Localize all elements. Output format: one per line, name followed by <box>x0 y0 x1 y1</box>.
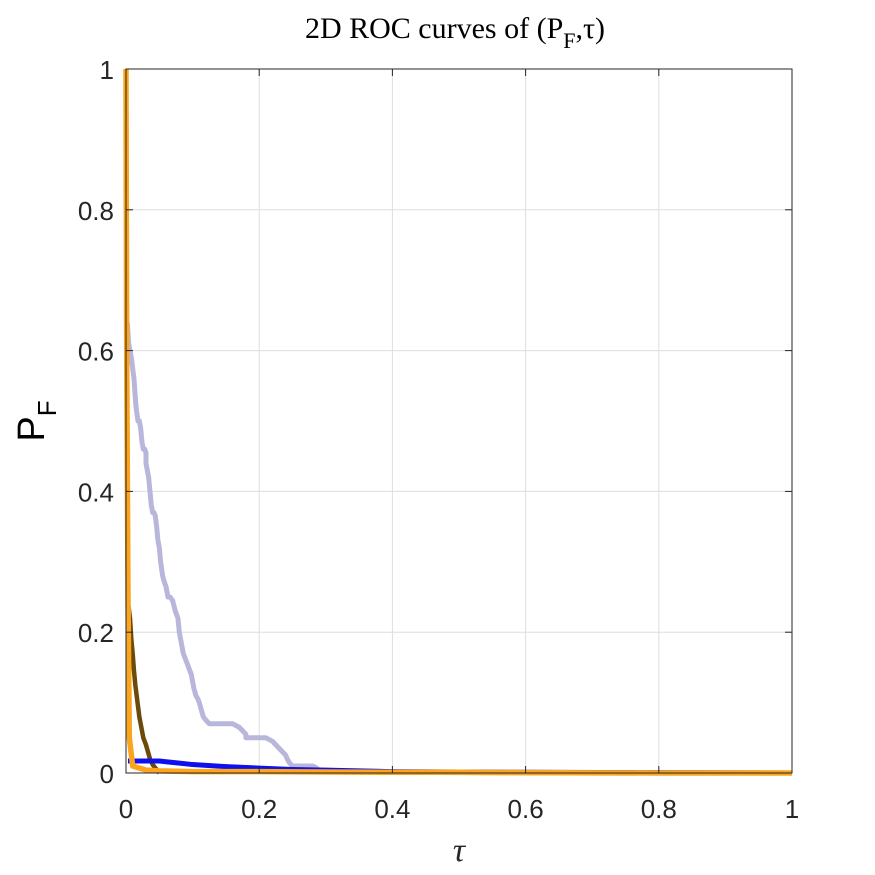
y-tick-label: 0.4 <box>78 477 114 507</box>
svg-text:PF: PF <box>11 400 62 441</box>
x-tick-labels: 0 0.2 0.4 0.6 0.8 1 <box>119 794 799 824</box>
y-axis-label: PF <box>11 400 62 441</box>
y-tick-label: 0.6 <box>78 337 114 367</box>
y-tick-label: 0.8 <box>78 196 114 226</box>
y-axis-label-sub: F <box>32 400 62 416</box>
y-tick-label: 0 <box>100 759 114 789</box>
y-tick-label: 1 <box>100 55 114 85</box>
x-tick-label: 0.4 <box>374 794 410 824</box>
x-tick-label: 0 <box>119 794 133 824</box>
x-tick-label: 1 <box>785 794 799 824</box>
chart-title-sub: F <box>563 28 575 53</box>
plot-frame <box>125 68 793 774</box>
x-axis-label: τ <box>453 832 467 869</box>
series-line-dark-brown <box>125 603 162 775</box>
x-tick-label: 0.8 <box>641 794 677 824</box>
series-line-lavender <box>124 322 792 776</box>
tick-marks <box>125 68 793 774</box>
y-tick-labels: 0 0.2 0.4 0.6 0.8 1 <box>78 55 114 789</box>
y-axis-label-main: P <box>11 416 53 441</box>
x-tick-label: 0.2 <box>241 794 277 824</box>
plot-area <box>126 69 792 773</box>
chart-title: 2D ROC curves of (PF,τ) <box>305 12 605 53</box>
chart-title-tail: ,τ) <box>576 12 606 45</box>
y-tick-label: 0.2 <box>78 618 114 648</box>
grid-lines <box>126 69 792 773</box>
x-tick-label: 0.6 <box>508 794 544 824</box>
chart-title-main: 2D ROC curves of (P <box>305 12 563 45</box>
